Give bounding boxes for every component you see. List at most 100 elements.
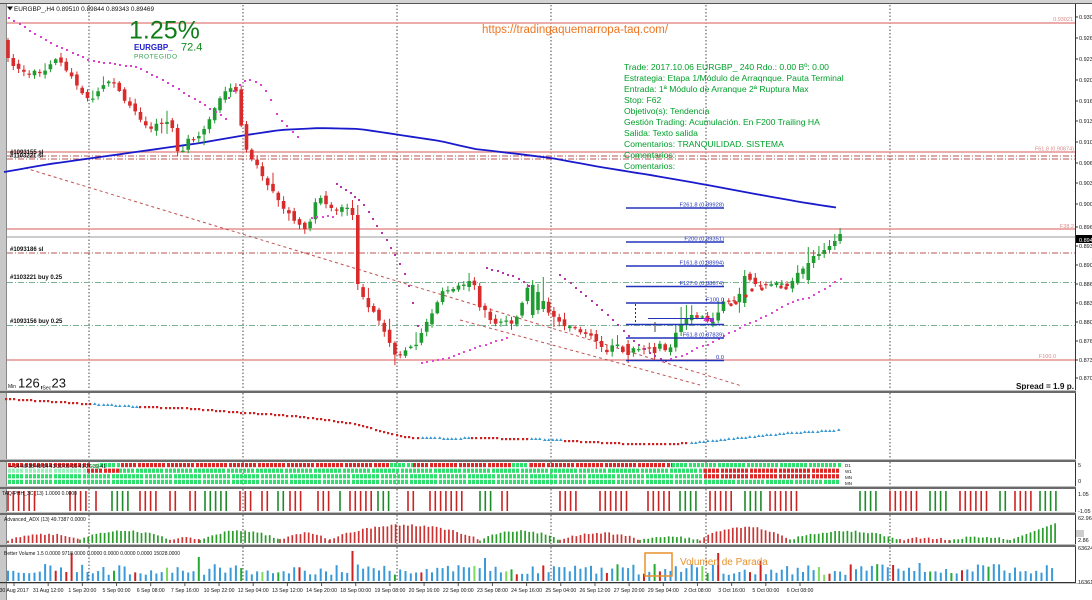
svg-text:F261.8 (0.89928): F261.8 (0.89928) <box>680 203 725 209</box>
svg-text:0.880: 0.880 <box>1079 320 1092 326</box>
svg-text:Comentarios:: Comentarios: <box>624 150 675 160</box>
svg-text:Trade: 2017.10.06 EURGBP_ 240: Trade: 2017.10.06 EURGBP_ 240 Rdo.: 0.00… <box>624 62 829 72</box>
svg-text:26 Sep 12:00: 26 Sep 12:00 <box>580 588 611 594</box>
svg-text:Estrategia: Etapa 1/Módulo de: Estrategia: Etapa 1/Módulo de Arraqnque.… <box>624 73 844 83</box>
svg-text:Stop: F62: Stop: F62 <box>624 95 661 105</box>
svg-text:Objetivo(s): Tendencia: Objetivo(s): Tendencia <box>624 106 710 116</box>
svg-text:3 Oct 16:00: 3 Oct 16:00 <box>718 588 745 594</box>
svg-text:Entrada: 1ª Módulo de Arranque: Entrada: 1ª Módulo de Arranque 2ª Ruptur… <box>624 84 809 94</box>
svg-text:18 Sep 00:00: 18 Sep 00:00 <box>340 588 371 594</box>
svg-text:Volumen de Parada: Volumen de Parada <box>680 557 768 568</box>
svg-text:5 Oct 00:00: 5 Oct 00:00 <box>752 588 779 594</box>
svg-text:2 Oct 08:00: 2 Oct 08:00 <box>684 588 711 594</box>
svg-text:Salida: Texto salida: Salida: Texto salida <box>624 128 698 138</box>
svg-text:F61.8 (0.90874): F61.8 (0.90874) <box>1035 147 1074 153</box>
svg-text:5: 5 <box>1078 463 1081 469</box>
svg-text:TAQ-PHH_3C (13) 1.0000 0.0000: TAQ-PHH_3C (13) 1.0000 0.0000 <box>2 491 77 497</box>
svg-text:✱: ✱ <box>703 316 709 324</box>
svg-text:0.903: 0.903 <box>1079 181 1092 187</box>
svg-text:5 Sep 00:00: 5 Sep 00:00 <box>103 588 131 594</box>
svg-text:0.870: 0.870 <box>1079 376 1092 382</box>
svg-text:EURGBP_,H4 0.89510 0.89844 0.: EURGBP_,H4 0.89510 0.89844 0.89343 0.894… <box>14 6 154 13</box>
svg-text:12 Sep 04:00: 12 Sep 04:00 <box>238 588 269 594</box>
svg-text:0.93021: 0.93021 <box>1053 17 1073 23</box>
svg-text:F200 (0.89351): F200 (0.89351) <box>684 237 724 243</box>
svg-text:-1.05: -1.05 <box>1078 509 1091 515</box>
svg-text:23 Sep 08:00: 23 Sep 08:00 <box>477 588 508 594</box>
svg-text:29 Sep 04:00: 29 Sep 04:00 <box>648 588 679 594</box>
svg-text:PROTEGIDO: PROTEGIDO <box>134 54 178 61</box>
svg-text:1 Sep 20:00: 1 Sep 20:00 <box>68 588 96 594</box>
svg-text:0.913: 0.913 <box>1079 119 1092 125</box>
svg-text:0.930: 0.930 <box>1079 15 1092 21</box>
svg-text:6 Sep 08:00: 6 Sep 08:00 <box>137 588 165 594</box>
svg-text:F100.0: F100.0 <box>706 298 724 304</box>
svg-text:#1093155 sl: #1093155 sl <box>10 150 44 156</box>
svg-text:16361: 16361 <box>1078 580 1092 586</box>
svg-text:0.896: 0.896 <box>1079 225 1092 231</box>
svg-text:0.893: 0.893 <box>1079 244 1092 250</box>
svg-text:#1093186 sl: #1093186 sl <box>10 247 44 253</box>
svg-text:0.916: 0.916 <box>1079 99 1092 105</box>
svg-text:#1103221 buy 0.25: #1103221 buy 0.25 <box>10 275 63 281</box>
svg-text:27 Sep 20:00: 27 Sep 20:00 <box>614 588 645 594</box>
svg-text:13 Sep 12:00: 13 Sep 12:00 <box>272 588 303 594</box>
svg-text:31 Aug 12:00: 31 Aug 12:00 <box>33 588 64 594</box>
svg-text:Comentarios: TRANQUILIDAD. SIS: Comentarios: TRANQUILIDAD. SISTEMA <box>624 139 784 149</box>
svg-text:▪▪ 14-40-38-48 34-43-30-09-06-: ▪▪ 14-40-38-48 34-43-30-09-06-49-26-39-4… <box>9 464 106 470</box>
svg-text:23: 23 <box>52 376 66 391</box>
svg-text:200▏: 200▏ <box>90 463 102 470</box>
svg-text:10 Sep 22:00: 10 Sep 22:00 <box>204 588 235 594</box>
svg-text:https://tradingaquemarropa-taq: https://tradingaquemarropa-taq.com/ <box>482 24 669 36</box>
svg-text:72.4: 72.4 <box>181 42 202 54</box>
svg-text:7 Sep 16:00: 7 Sep 16:00 <box>171 588 199 594</box>
svg-text:0.873: 0.873 <box>1079 358 1092 364</box>
svg-text:F38.2: F38.2 <box>1060 224 1074 230</box>
svg-text:MN: MN <box>845 475 852 480</box>
svg-text:0.886: 0.886 <box>1079 282 1092 288</box>
svg-text:0.0: 0.0 <box>716 355 724 361</box>
svg-text:0.906: 0.906 <box>1079 161 1092 167</box>
svg-text:0.894: 0.894 <box>1079 238 1092 244</box>
svg-text:63624: 63624 <box>1078 546 1092 552</box>
svg-text:0: 0 <box>1078 479 1081 485</box>
svg-text:Spread = 1.9 p.: Spread = 1.9 p. <box>1016 382 1074 391</box>
svg-text:20 Sep 16:00: 20 Sep 16:00 <box>409 588 440 594</box>
svg-text:24 Sep 16:00: 24 Sep 16:00 <box>511 588 542 594</box>
svg-text:#1093156 buy 0.25: #1093156 buy 0.25 <box>10 319 63 325</box>
svg-text:0.926: 0.926 <box>1079 36 1092 42</box>
svg-text:Gestión Trading: Acumulación.: Gestión Trading: Acumulación. En F200 Tr… <box>624 117 820 127</box>
svg-text:#1103221 sl: #1103221 sl <box>10 154 43 160</box>
svg-text:Comentarios:: Comentarios: <box>624 161 675 171</box>
svg-text:F127.6 (0.88674): F127.6 (0.88674) <box>680 281 725 287</box>
svg-text:30 Aug 2017: 30 Aug 2017 <box>0 588 29 594</box>
svg-text:6 Oct 08:00: 6 Oct 08:00 <box>787 588 814 594</box>
svg-text:W1: W1 <box>845 469 852 474</box>
svg-text:0.890: 0.890 <box>1079 263 1092 269</box>
svg-text:Sec: Sec <box>43 386 52 392</box>
svg-text:25 Sep 04:00: 25 Sep 04:00 <box>545 588 576 594</box>
svg-text:0.876: 0.876 <box>1079 339 1092 345</box>
svg-text:126,: 126, <box>18 376 43 391</box>
svg-text:F61.8 (0.87839): F61.8 (0.87839) <box>683 333 724 339</box>
svg-text:D1: D1 <box>845 463 851 468</box>
svg-text:22 Sep 00:00: 22 Sep 00:00 <box>443 588 474 594</box>
svg-text:0.900: 0.900 <box>1079 202 1092 208</box>
svg-text:MN: MN <box>845 481 852 486</box>
svg-text:62.96: 62.96 <box>1078 516 1092 522</box>
svg-text:0.910: 0.910 <box>1079 140 1092 146</box>
svg-text:1.05: 1.05 <box>1078 492 1089 498</box>
svg-text:0.920: 0.920 <box>1079 78 1092 84</box>
svg-text:Better Volume 1.5 0.0000 9718.: Better Volume 1.5 0.0000 9718.0000 0.000… <box>4 551 180 557</box>
svg-text:Advanced_ADX (13) 49.7387 0.00: Advanced_ADX (13) 49.7387 0.0000 <box>4 517 86 523</box>
svg-text:EURGBP_: EURGBP_ <box>134 43 173 52</box>
svg-text:F100.0: F100.0 <box>1039 354 1056 360</box>
svg-text:0.883: 0.883 <box>1079 301 1092 307</box>
svg-text:1.25%: 1.25% <box>129 17 200 45</box>
svg-text:2.86: 2.86 <box>1078 538 1089 544</box>
svg-text:0.923: 0.923 <box>1079 57 1092 63</box>
svg-text:14 Sep 20:00: 14 Sep 20:00 <box>306 588 337 594</box>
svg-text:Min: Min <box>8 384 16 390</box>
svg-text:19 Sep 08:00: 19 Sep 08:00 <box>374 588 405 594</box>
svg-text:F161.8 (0.88994): F161.8 (0.88994) <box>680 261 725 267</box>
